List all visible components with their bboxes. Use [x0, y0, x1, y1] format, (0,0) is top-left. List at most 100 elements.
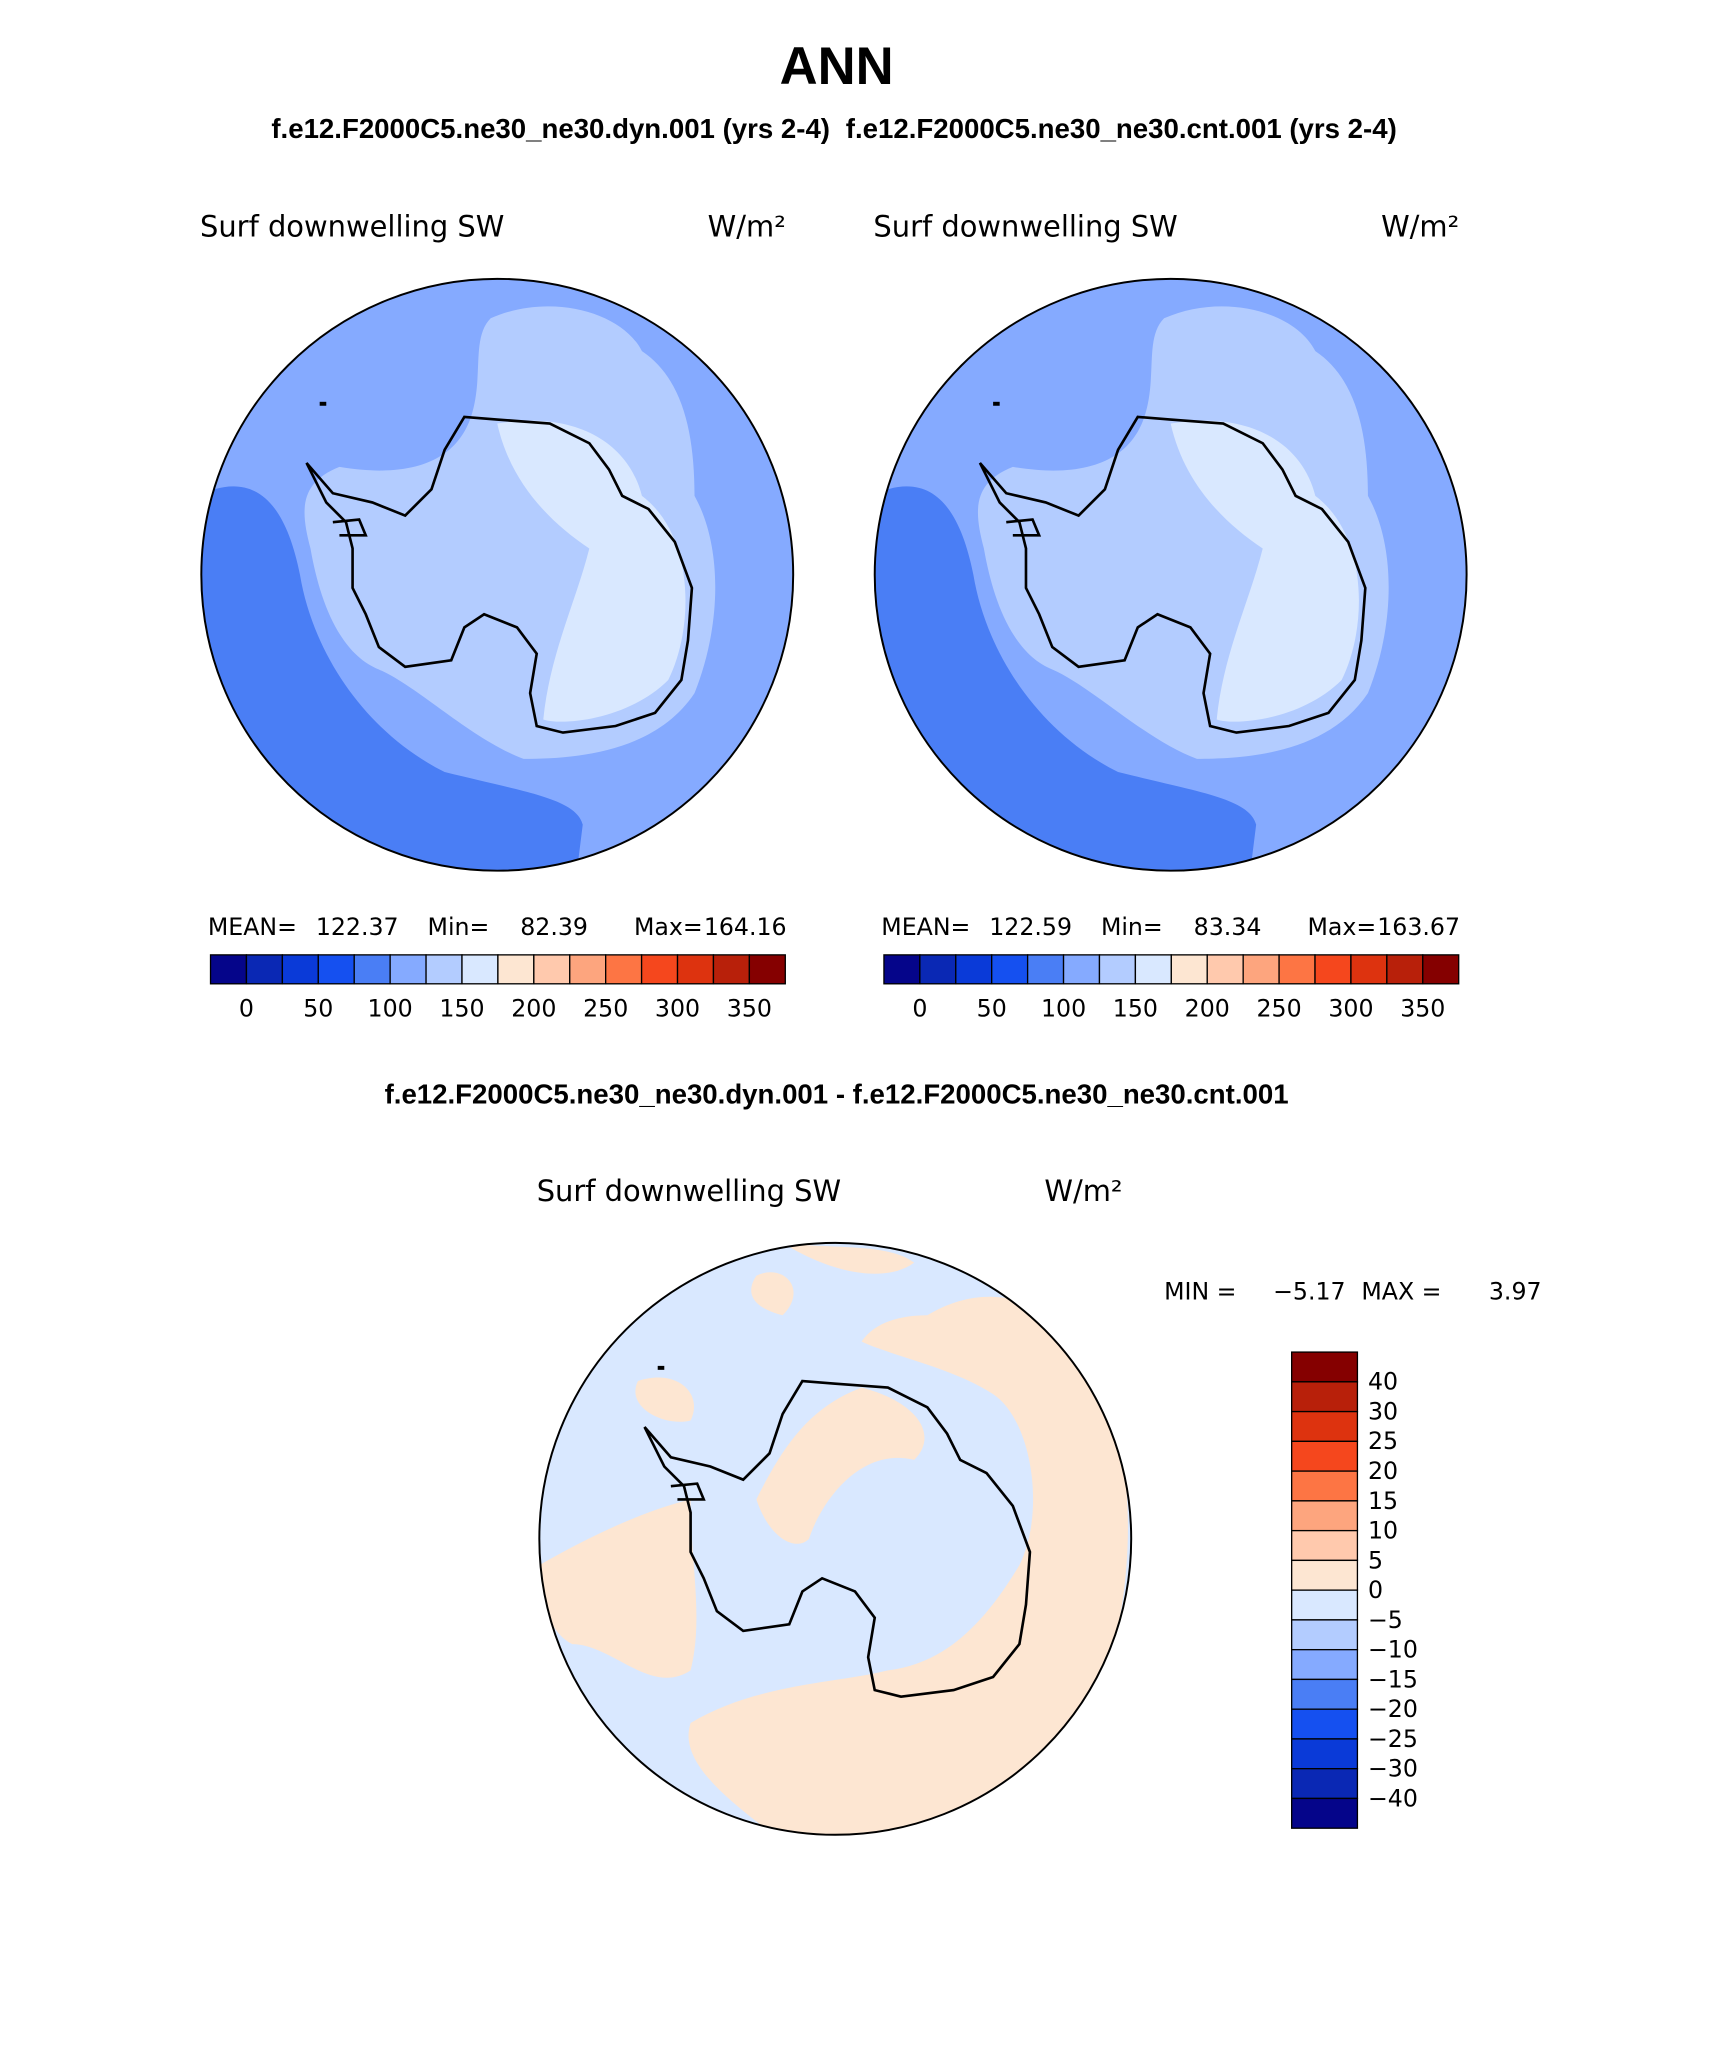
colorbar-box [883, 954, 921, 985]
colorbar-label: −10 [1368, 1636, 1418, 1664]
colorbar-box [1170, 954, 1208, 985]
colorbar-box [1291, 1619, 1359, 1651]
colorbar-box [425, 954, 463, 985]
colorbar-box [281, 954, 319, 985]
units-label: W/m² [1381, 210, 1459, 244]
colorbar-label: 40 [1368, 1368, 1398, 1396]
stat-value: 82.39 [520, 913, 588, 941]
stat-label: Min= [1101, 913, 1163, 941]
colorbar-label: −15 [1368, 1665, 1418, 1693]
colorbar-box [712, 954, 751, 985]
colorbar-box [1291, 1500, 1359, 1532]
colorbar-box [1062, 954, 1101, 985]
colorbar-box [1291, 1381, 1359, 1413]
colorbar-box [1291, 1648, 1359, 1681]
map [195, 279, 793, 877]
field-label: Surf downwelling SW [537, 1174, 841, 1208]
colorbar-box [640, 954, 679, 985]
colorbar-label: 50 [977, 995, 1007, 1023]
colorbar-box [991, 954, 1029, 985]
map [868, 279, 1466, 877]
colorbar-box [676, 954, 715, 985]
colorbar-box [1291, 1738, 1359, 1770]
stat-value: −5.17 [1273, 1277, 1346, 1305]
colorbar-box [1291, 1470, 1359, 1502]
colorbar-box [533, 954, 571, 985]
colorbar-box [1291, 1440, 1359, 1472]
stat-label: MEAN= [208, 913, 297, 941]
colorbar-box [317, 954, 355, 985]
colorbar-box [1291, 1708, 1359, 1740]
colorbar-label: −5 [1368, 1606, 1403, 1634]
colorbar-label: 250 [1257, 995, 1302, 1023]
colorbar-box [1291, 1351, 1359, 1383]
colorbar-label: 150 [1113, 995, 1158, 1023]
colorbar-label: −40 [1368, 1784, 1418, 1812]
colorbar-box [1291, 1768, 1359, 1800]
colorbar-box [919, 954, 957, 985]
colorbar-label: 0 [1368, 1576, 1383, 1604]
colorbar-box [461, 954, 499, 985]
colorbar-label: 250 [583, 995, 628, 1023]
difference-title: f.e12.F2000C5.ne30_ne30.dyn.001 - f.e12.… [385, 1078, 1289, 1109]
colorbar-label: 50 [303, 995, 333, 1023]
colorbar-label: 100 [368, 995, 413, 1023]
case-title: f.e12.F2000C5.ne30_ne30.dyn.001 (yrs 2-4… [271, 113, 830, 144]
units-label: W/m² [1044, 1174, 1122, 1208]
colorbar-box [1291, 1529, 1359, 1562]
colorbar-label: 300 [1328, 995, 1373, 1023]
colorbar-box [1314, 954, 1352, 985]
colorbar-box [1291, 1589, 1359, 1621]
colorbar-box [1206, 954, 1244, 985]
colorbar-label: 350 [727, 995, 772, 1023]
colorbar-box [1098, 954, 1137, 985]
colorbar-box [209, 954, 248, 985]
stat-label: MEAN= [881, 913, 970, 941]
colorbar-label: 350 [1400, 995, 1445, 1023]
colorbar-label: 300 [655, 995, 700, 1023]
colorbar-box [955, 954, 993, 985]
stat-value: 83.34 [1194, 913, 1262, 941]
colorbar-label: 0 [912, 995, 927, 1023]
case-title: f.e12.F2000C5.ne30_ne30.cnt.001 (yrs 2-4… [846, 113, 1397, 144]
colorbar-box [1242, 954, 1280, 985]
colorbar-label: −25 [1368, 1725, 1418, 1753]
stat-value: 122.37 [316, 913, 399, 941]
colorbar-label: 0 [239, 995, 254, 1023]
colorbar-box [1422, 954, 1460, 985]
colorbar-label: 30 [1368, 1397, 1398, 1425]
colorbar-label: 200 [511, 995, 556, 1023]
colorbar-box [497, 954, 535, 985]
difference-map [538, 1241, 1133, 1836]
colorbar-box [748, 954, 786, 985]
colorbar-box [1291, 1797, 1359, 1829]
stat-label: MIN = [1164, 1277, 1236, 1305]
colorbar-box [605, 954, 643, 985]
figure-title: ANN [780, 37, 894, 96]
colorbar-box [569, 954, 607, 985]
colorbar-box [1291, 1410, 1359, 1443]
colorbar-label: 25 [1368, 1427, 1398, 1455]
colorbar-label: 150 [439, 995, 484, 1023]
colorbar-box [1278, 954, 1316, 985]
colorbar-box [1026, 954, 1065, 985]
stat-label: Max= [634, 913, 703, 941]
stat-value: 164.16 [704, 913, 787, 941]
colorbar-label: 20 [1368, 1457, 1398, 1485]
colorbar-box [1291, 1559, 1359, 1591]
colorbar-box [389, 954, 427, 985]
stat-value: 163.67 [1377, 913, 1460, 941]
stat-label: Max= [1307, 913, 1376, 941]
colorbar-label: 15 [1368, 1487, 1398, 1515]
colorbar-box [1386, 954, 1424, 985]
colorbar-label: −20 [1368, 1695, 1418, 1723]
colorbar-label: 10 [1368, 1517, 1398, 1545]
colorbar-box [1350, 954, 1388, 985]
colorbar-box [1134, 954, 1172, 985]
stat-label: Min= [428, 913, 490, 941]
colorbar-box [245, 954, 284, 985]
colorbar-box [1291, 1678, 1359, 1710]
field-label: Surf downwelling SW [200, 210, 504, 244]
